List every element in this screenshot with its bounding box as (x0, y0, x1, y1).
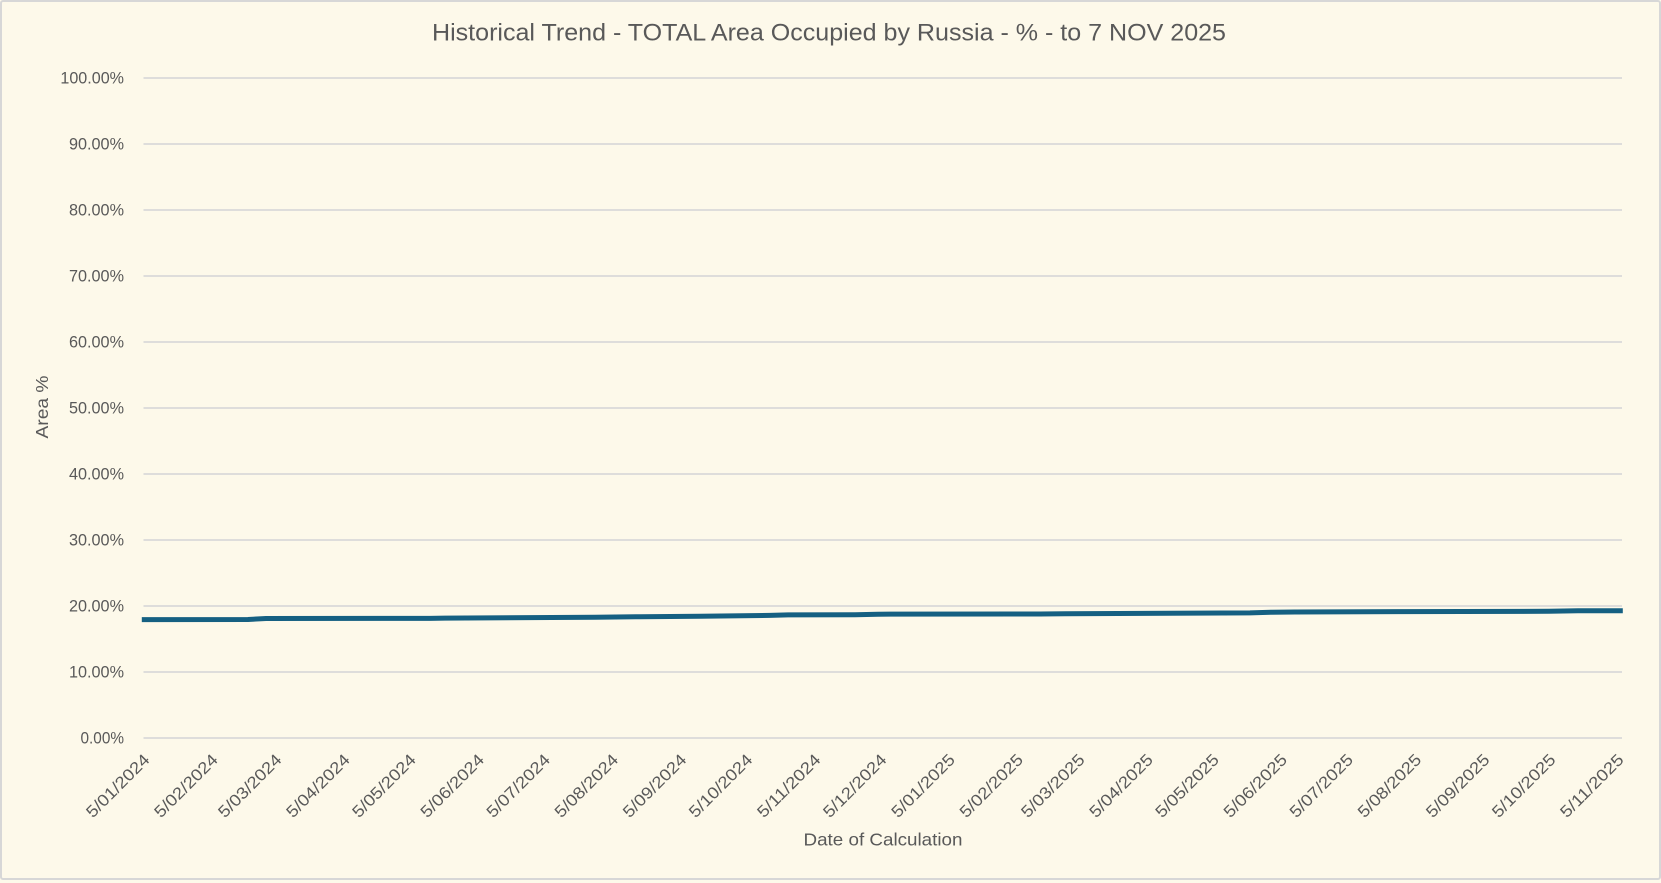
svg-text:5/12/2024: 5/12/2024 (820, 751, 891, 822)
svg-text:5/10/2025: 5/10/2025 (1489, 751, 1560, 822)
svg-text:5/08/2024: 5/08/2024 (551, 751, 622, 822)
svg-text:Area %: Area % (32, 376, 52, 439)
svg-text:5/09/2024: 5/09/2024 (620, 751, 691, 822)
svg-text:30.00%: 30.00% (69, 531, 124, 549)
svg-text:Historical Trend - TOTAL Area: Historical Trend - TOTAL Area Occupied b… (432, 21, 1226, 47)
svg-text:5/11/2024: 5/11/2024 (754, 751, 825, 822)
svg-text:5/04/2024: 5/04/2024 (283, 751, 354, 822)
svg-text:5/02/2024: 5/02/2024 (151, 751, 222, 822)
svg-text:5/06/2024: 5/06/2024 (417, 751, 488, 822)
svg-text:5/07/2024: 5/07/2024 (483, 751, 554, 822)
svg-text:5/08/2025: 5/08/2025 (1355, 751, 1426, 822)
svg-text:5/03/2024: 5/03/2024 (215, 751, 286, 822)
svg-text:5/03/2025: 5/03/2025 (1018, 751, 1089, 822)
svg-text:40.00%: 40.00% (69, 465, 124, 483)
svg-text:90.00%: 90.00% (69, 135, 124, 153)
svg-text:5/01/2024: 5/01/2024 (83, 751, 154, 822)
svg-text:5/10/2024: 5/10/2024 (686, 751, 757, 822)
svg-text:5/01/2025: 5/01/2025 (888, 751, 959, 822)
svg-text:20.00%: 20.00% (69, 597, 124, 615)
svg-text:70.00%: 70.00% (69, 267, 124, 285)
svg-text:100.00%: 100.00% (60, 69, 124, 87)
svg-text:5/09/2025: 5/09/2025 (1423, 751, 1494, 822)
svg-text:5/05/2025: 5/05/2025 (1152, 751, 1223, 822)
svg-text:Date of Calculation: Date of Calculation (804, 830, 963, 850)
svg-text:10.00%: 10.00% (69, 663, 124, 681)
svg-text:50.00%: 50.00% (69, 399, 124, 417)
svg-text:60.00%: 60.00% (69, 333, 124, 351)
svg-text:5/11/2025: 5/11/2025 (1557, 751, 1628, 822)
svg-text:5/07/2025: 5/07/2025 (1286, 751, 1357, 822)
svg-text:5/02/2025: 5/02/2025 (956, 751, 1027, 822)
svg-text:80.00%: 80.00% (69, 201, 124, 219)
svg-text:5/04/2025: 5/04/2025 (1086, 751, 1157, 822)
svg-text:0.00%: 0.00% (81, 729, 125, 747)
svg-text:5/05/2024: 5/05/2024 (349, 751, 420, 822)
svg-text:5/06/2025: 5/06/2025 (1220, 751, 1291, 822)
